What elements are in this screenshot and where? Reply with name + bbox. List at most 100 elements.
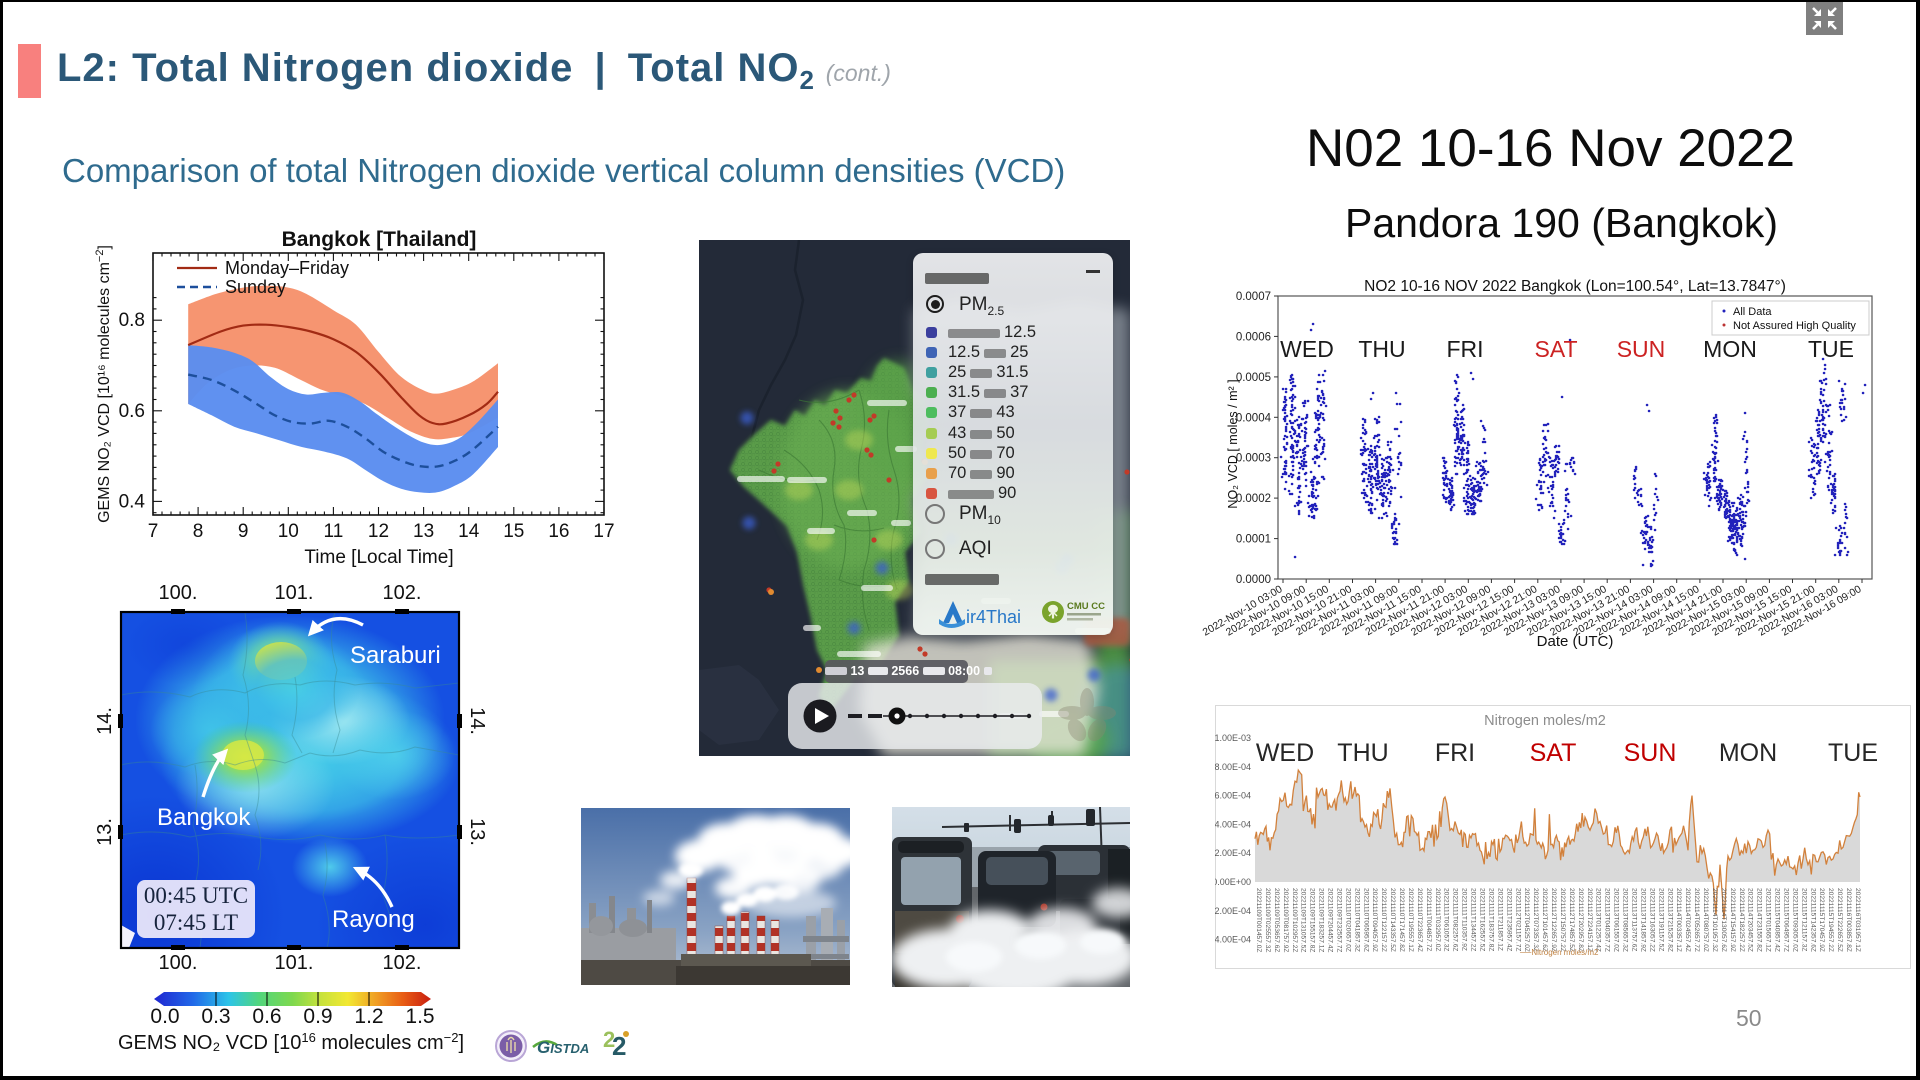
- svg-text:07:45 LT: 07:45 LT: [154, 910, 238, 935]
- svg-text:0.0002: 0.0002: [1236, 493, 1271, 505]
- svg-text:0.0007: 0.0007: [1236, 291, 1271, 303]
- svg-text:101.: 101.: [275, 952, 314, 974]
- svg-text:20221110T143357.5Z: 20221110T143357.5Z: [1389, 888, 1396, 952]
- svg-text:20221114T080757.0Z: 20221114T080757.0Z: [1702, 888, 1709, 952]
- svg-text:0.9: 0.9: [303, 1005, 332, 1028]
- svg-text:14.: 14.: [95, 707, 116, 735]
- svg-text:GEMS NO₂ VCD [1016 molecules c: GEMS NO₂ VCD [1016 molecules cm−2]: [118, 1030, 464, 1055]
- svg-text:20221110T020657.0Z: 20221110T020657.0Z: [1344, 888, 1351, 952]
- svg-text:SAT: SAT: [1530, 739, 1577, 767]
- svg-text:2.00E-04: 2.00E-04: [1215, 848, 1251, 858]
- svg-text:0.0005: 0.0005: [1236, 372, 1271, 384]
- svg-text:20221112T122657.9Z: 20221112T122657.9Z: [1550, 888, 1557, 952]
- svg-text:20221110T065957.6Z: 20221110T065957.6Z: [1362, 888, 1369, 952]
- svg-text:Rayong: Rayong: [332, 906, 415, 933]
- svg-text:Date (UTC): Date (UTC): [1537, 633, 1614, 650]
- svg-text:Bangkok [Thailand]: Bangkok [Thailand]: [282, 228, 477, 251]
- svg-text:TUE: TUE: [1808, 336, 1854, 362]
- svg-text:20221116T003857.8Z: 20221116T003857.8Z: [1845, 888, 1852, 952]
- svg-text:20221112T224157.1Z: 20221112T224157.1Z: [1586, 888, 1593, 952]
- svg-text:13.: 13.: [466, 818, 488, 846]
- svg-text:20221114T154157.9Z: 20221114T154157.9Z: [1729, 888, 1736, 952]
- svg-text:101.: 101.: [275, 585, 314, 604]
- svg-text:──Nitrogen moles/m2: ──Nitrogen moles/m2: [1519, 948, 1599, 957]
- svg-text:-4.00E-04: -4.00E-04: [1215, 935, 1251, 945]
- svg-text:20221111T134457.2Z: 20221111T134457.2Z: [1470, 888, 1477, 951]
- svg-text:7: 7: [148, 521, 159, 542]
- svg-text:WED: WED: [1256, 739, 1314, 767]
- svg-text:20221111T162557.5Z: 20221111T162557.5Z: [1479, 888, 1486, 951]
- svg-text:8: 8: [193, 521, 204, 542]
- svg-text:0.0004: 0.0004: [1236, 412, 1272, 424]
- svg-text:13.: 13.: [95, 818, 116, 846]
- svg-text:20221113T163057.2Z: 20221113T163057.2Z: [1648, 888, 1655, 952]
- svg-text:20221110T122157.2Z: 20221110T122157.2Z: [1380, 888, 1387, 952]
- svg-text:15: 15: [503, 521, 524, 542]
- svg-text:20221109T204457.4Z: 20221109T204457.4Z: [1327, 888, 1334, 952]
- svg-text:Nitrogen moles/m2: Nitrogen moles/m2: [1484, 713, 1606, 729]
- svg-text:0.8: 0.8: [119, 310, 145, 331]
- svg-text:12: 12: [368, 521, 389, 542]
- svg-text:20221115T194557.2Z: 20221115T194557.2Z: [1827, 888, 1834, 952]
- svg-text:Time [Local Time]: Time [Local Time]: [304, 547, 453, 568]
- svg-text:20221115T142357.6Z: 20221115T142357.6Z: [1809, 888, 1816, 952]
- svg-text:20221112T174857.5Z: 20221112T174857.5Z: [1568, 888, 1575, 952]
- svg-text:10: 10: [278, 521, 299, 542]
- svg-text:20221113T113757.6Z: 20221113T113757.6Z: [1631, 888, 1638, 951]
- svg-text:20221115T121157.3Z: 20221115T121157.3Z: [1800, 888, 1807, 951]
- svg-text:20221115T040857.4Z: 20221115T040857.4Z: [1774, 888, 1781, 952]
- svg-text:20221113T085657.3Z: 20221113T085657.3Z: [1622, 888, 1629, 952]
- svg-text:0.0000: 0.0000: [1236, 574, 1271, 586]
- svg-text:NO₂ VCD [ moles / m² ]: NO₂ VCD [ moles / m² ]: [1226, 379, 1240, 508]
- svg-text:20221109T232557.7Z: 20221109T232557.7Z: [1336, 888, 1343, 952]
- svg-text:20221113T215257.8Z: 20221113T215257.8Z: [1666, 888, 1673, 952]
- svg-text:20221115T222657.5Z: 20221115T222657.5Z: [1836, 888, 1843, 952]
- svg-text:20221114T003357.1Z: 20221114T003357.1Z: [1675, 888, 1682, 952]
- svg-text:6.00E-04: 6.00E-04: [1215, 791, 1251, 801]
- svg-text:20221113T191157.5Z: 20221113T191157.5Z: [1657, 888, 1664, 951]
- svg-text:20221113T012257.4Z: 20221113T012257.4Z: [1595, 888, 1602, 952]
- svg-text:Bangkok: Bangkok: [157, 804, 251, 831]
- svg-text:20221111T235957.4Z: 20221111T235957.4Z: [1505, 888, 1512, 951]
- svg-text:20221109T081757.9Z: 20221109T081757.9Z: [1282, 888, 1289, 952]
- svg-text:SUN: SUN: [1624, 739, 1677, 767]
- svg-text:20221115T015657.1Z: 20221115T015657.1Z: [1765, 888, 1772, 952]
- svg-text:20221114T182257.2Z: 20221114T182257.2Z: [1738, 888, 1745, 952]
- svg-text:SUN: SUN: [1617, 336, 1666, 362]
- svg-text:THU: THU: [1358, 336, 1405, 362]
- svg-text:1.00E-03: 1.00E-03: [1215, 733, 1251, 743]
- svg-text:20221110T094057.9Z: 20221110T094057.9Z: [1371, 888, 1378, 952]
- svg-text:2: 2: [603, 1027, 615, 1052]
- svg-text:20221109T155157.8Z: 20221109T155157.8Z: [1309, 888, 1316, 952]
- svg-text:20221112T073357.3Z: 20221112T073357.3Z: [1532, 888, 1539, 952]
- svg-text:THU: THU: [1337, 739, 1388, 767]
- svg-text:-2.00E-04: -2.00E-04: [1215, 906, 1251, 916]
- svg-text:102.: 102.: [383, 952, 422, 974]
- svg-text:20221112T101457.6Z: 20221112T101457.6Z: [1541, 888, 1548, 952]
- svg-text:20221111T004857.7Z: 20221111T004857.7Z: [1425, 888, 1432, 951]
- svg-text:9: 9: [238, 521, 249, 542]
- svg-text:NO2 10-16 NOV 2022 Bangkok (Lo: NO2 10-16 NOV 2022 Bangkok (Lon=100.54°,…: [1364, 278, 1786, 295]
- svg-text:20221111T183757.8Z: 20221111T183757.8Z: [1487, 888, 1494, 951]
- svg-text:20221109T102957.2Z: 20221109T102957.2Z: [1291, 888, 1298, 952]
- svg-text:SAT: SAT: [1534, 336, 1577, 362]
- svg-text:8.00E-04: 8.00E-04: [1215, 762, 1251, 772]
- svg-text:0.0001: 0.0001: [1236, 534, 1271, 546]
- svg-text:20221112T045257.0Z: 20221112T045257.0Z: [1523, 888, 1530, 952]
- svg-text:14.: 14.: [466, 707, 488, 735]
- svg-text:20221109T183257.1Z: 20221109T183257.1Z: [1318, 888, 1325, 952]
- svg-text:100.: 100.: [159, 952, 198, 974]
- svg-text:GEMS NO₂ VCD [10¹⁶ molecules c: GEMS NO₂ VCD [10¹⁶ molecules cm−2]: [95, 245, 113, 523]
- svg-text:20221111T082257.6Z: 20221111T082257.6Z: [1452, 888, 1459, 951]
- svg-text:20221112T202957.8Z: 20221112T202957.8Z: [1577, 888, 1584, 952]
- svg-text:20221111T061057.3Z: 20221111T061057.3Z: [1443, 888, 1450, 951]
- svg-text:0.0: 0.0: [150, 1005, 179, 1028]
- svg-text:20221116T031957.1Z: 20221116T031957.1Z: [1854, 888, 1861, 952]
- svg-text:20221115T093057.0Z: 20221115T093057.0Z: [1791, 888, 1798, 952]
- svg-text:14: 14: [458, 521, 480, 542]
- svg-text:20221114T101957.3Z: 20221114T101957.3Z: [1711, 888, 1718, 952]
- svg-text:20221110T223657.4Z: 20221110T223657.4Z: [1416, 888, 1423, 952]
- svg-text:20221114T203457.5Z: 20221114T203457.5Z: [1747, 888, 1754, 952]
- svg-text:20221109T053657.6Z: 20221109T053657.6Z: [1273, 888, 1280, 952]
- svg-text:16: 16: [548, 521, 569, 542]
